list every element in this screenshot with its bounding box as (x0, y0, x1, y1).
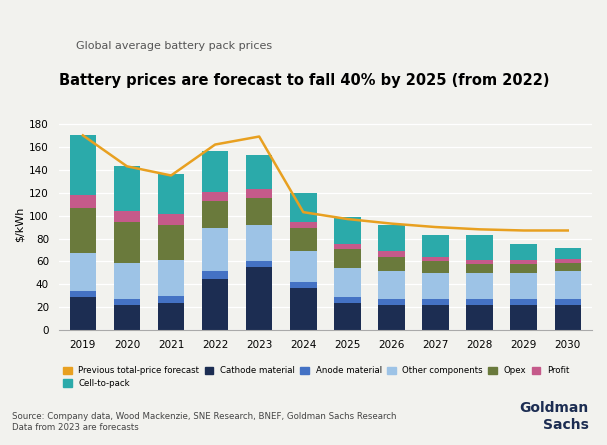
Bar (202, 228, 228, 271)
Bar (378, 305, 405, 330)
Bar (466, 235, 493, 260)
Text: Source: Company data, Wood Mackenzie, SNE Research, BNEF, Goldman Sachs Research: Source: Company data, Wood Mackenzie, SN… (12, 412, 396, 432)
Bar (378, 257, 405, 271)
Bar (510, 299, 537, 305)
Bar (158, 296, 185, 303)
Bar (510, 264, 537, 273)
Bar (466, 299, 493, 305)
Bar (246, 189, 273, 198)
Bar (466, 305, 493, 330)
Bar (246, 225, 273, 261)
Bar (290, 251, 316, 282)
Bar (422, 273, 449, 299)
Legend: Cell-to-pack: Cell-to-pack (63, 379, 130, 388)
Bar (290, 193, 316, 222)
Bar (378, 271, 405, 299)
Bar (158, 225, 185, 260)
Bar (114, 166, 140, 211)
Bar (70, 135, 96, 195)
Text: Global average battery pack prices: Global average battery pack prices (76, 41, 272, 51)
Bar (70, 253, 96, 291)
Bar (334, 249, 361, 268)
Bar (510, 273, 537, 299)
Bar (114, 211, 140, 222)
Text: Goldman
Sachs: Goldman Sachs (520, 401, 589, 432)
Bar (422, 299, 449, 305)
Bar (555, 263, 581, 271)
Bar (422, 261, 449, 273)
Bar (555, 305, 581, 330)
Bar (334, 268, 361, 297)
Bar (334, 303, 361, 330)
Bar (555, 299, 581, 305)
Bar (334, 217, 361, 244)
Bar (70, 195, 96, 207)
Bar (290, 282, 316, 288)
Bar (378, 251, 405, 257)
Bar (202, 191, 228, 201)
Bar (290, 288, 316, 330)
Bar (114, 305, 140, 330)
Bar (246, 261, 273, 267)
Bar (114, 263, 140, 299)
Bar (158, 260, 185, 296)
Bar (202, 279, 228, 330)
Bar (555, 259, 581, 263)
Bar (246, 155, 273, 189)
Bar (202, 201, 228, 228)
Bar (70, 207, 96, 253)
Bar (466, 264, 493, 273)
Bar (290, 228, 316, 251)
Bar (466, 273, 493, 299)
Text: Battery prices are forecast to fall 40% by 2025 (from 2022): Battery prices are forecast to fall 40% … (59, 73, 549, 88)
Bar (422, 235, 449, 257)
Bar (378, 225, 405, 251)
Bar (510, 260, 537, 264)
Bar (510, 244, 537, 260)
Bar (202, 271, 228, 279)
Bar (158, 174, 185, 214)
Bar (114, 222, 140, 263)
Bar (555, 248, 581, 259)
Bar (158, 303, 185, 330)
Bar (378, 299, 405, 305)
Bar (202, 151, 228, 191)
Bar (290, 222, 316, 228)
Bar (246, 198, 273, 225)
Bar (466, 260, 493, 264)
Bar (334, 297, 361, 303)
Bar (422, 257, 449, 261)
Bar (70, 297, 96, 330)
Bar (555, 271, 581, 299)
Bar (422, 305, 449, 330)
Bar (334, 244, 361, 249)
Bar (114, 299, 140, 305)
Bar (510, 305, 537, 330)
Bar (246, 267, 273, 330)
Bar (158, 214, 185, 225)
Bar (70, 291, 96, 297)
Y-axis label: $/kWh: $/kWh (15, 206, 25, 242)
